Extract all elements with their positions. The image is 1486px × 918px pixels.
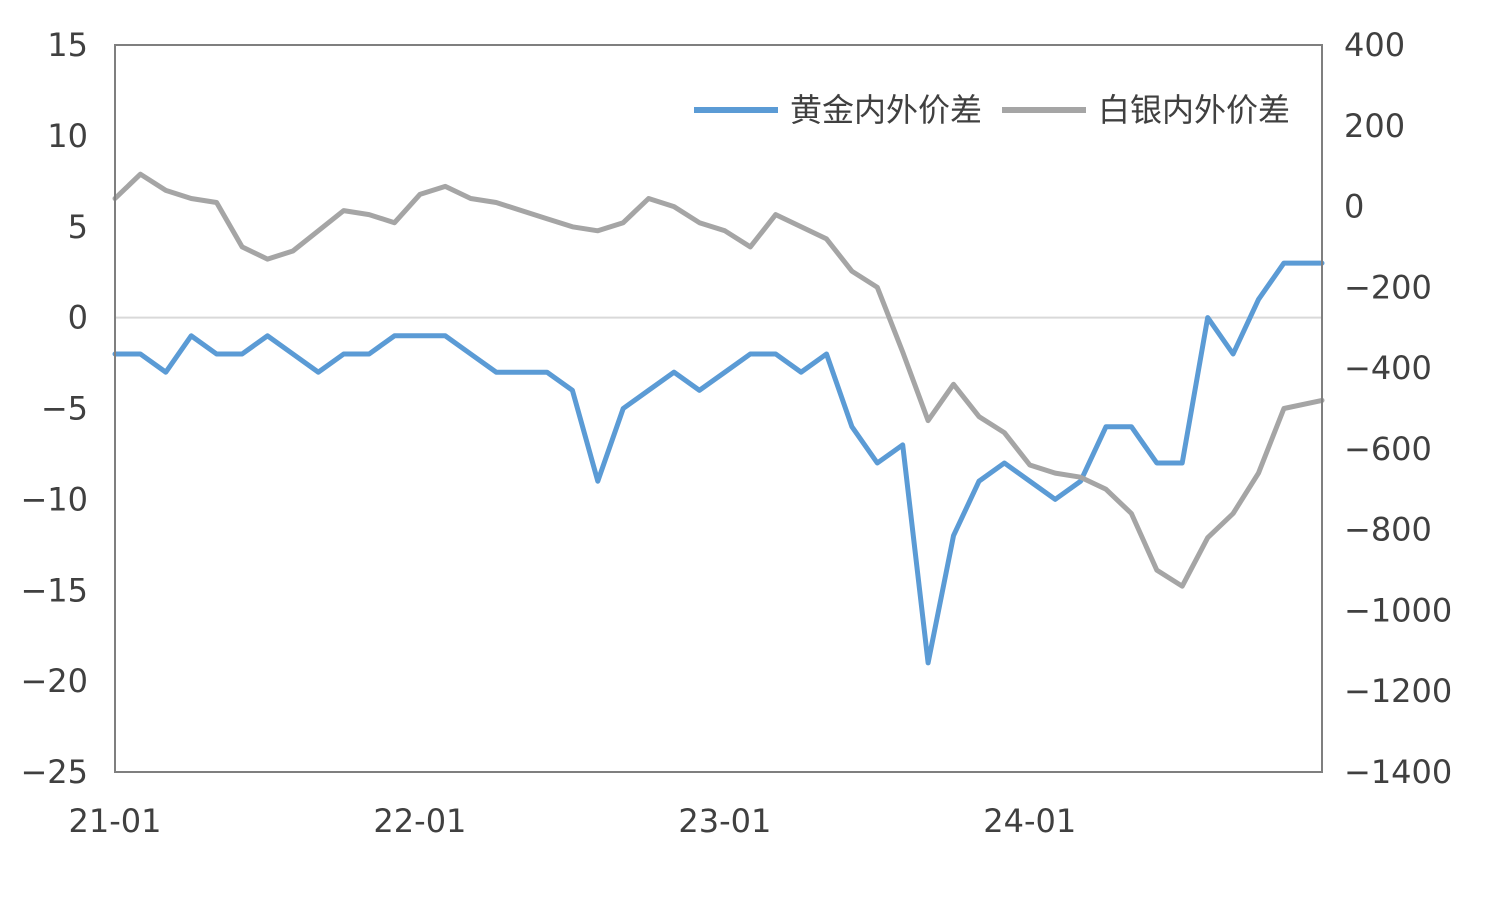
plot-frame bbox=[114, 44, 1323, 773]
right-axis: 400 200 0 −200 −400 −600 −800 −1000 −1200 −1400 bbox=[1344, 26, 1452, 791]
right-tick-label: −200 bbox=[1344, 268, 1432, 306]
left-tick-label: 0 bbox=[68, 299, 88, 337]
right-tick-label: −1200 bbox=[1344, 672, 1452, 710]
series-line-silver bbox=[112, 171, 1325, 589]
right-tick-label: 400 bbox=[1344, 26, 1405, 64]
x-tick-label: 24-01 bbox=[983, 802, 1076, 840]
right-tick-label: 200 bbox=[1344, 107, 1405, 145]
right-tick-label: −1000 bbox=[1344, 591, 1452, 629]
x-tick-label: 21-01 bbox=[69, 802, 162, 840]
left-axis: 15 10 5 0 −5 −10 −15 −20 −25 bbox=[20, 26, 88, 791]
right-tick-label: −600 bbox=[1344, 430, 1432, 468]
left-tick-label: 5 bbox=[68, 208, 88, 246]
right-tick-label: −1400 bbox=[1344, 753, 1452, 791]
left-tick-label: 15 bbox=[47, 26, 88, 64]
right-tick-label: −400 bbox=[1344, 349, 1432, 387]
left-tick-label: −15 bbox=[20, 571, 88, 609]
left-tick-label: −10 bbox=[20, 480, 88, 518]
series-line-gold bbox=[112, 260, 1325, 666]
right-tick-label: 0 bbox=[1344, 188, 1364, 226]
left-tick-label: 10 bbox=[47, 117, 88, 155]
x-axis: 21-01 22-01 23-01 24-01 bbox=[69, 802, 1077, 840]
left-tick-label: −25 bbox=[20, 753, 88, 791]
legend-label-silver: 白银内外价差 bbox=[1098, 91, 1290, 129]
legend: 黄金内外价差 白银内外价差 bbox=[694, 91, 1290, 129]
left-tick-label: −20 bbox=[20, 662, 88, 700]
right-tick-label: −800 bbox=[1344, 511, 1432, 549]
x-tick-label: 23-01 bbox=[678, 802, 771, 840]
legend-label-gold: 黄金内外价差 bbox=[790, 91, 982, 129]
left-tick-label: −5 bbox=[41, 390, 88, 428]
x-tick-label: 22-01 bbox=[373, 802, 466, 840]
series-layer bbox=[112, 171, 1325, 666]
